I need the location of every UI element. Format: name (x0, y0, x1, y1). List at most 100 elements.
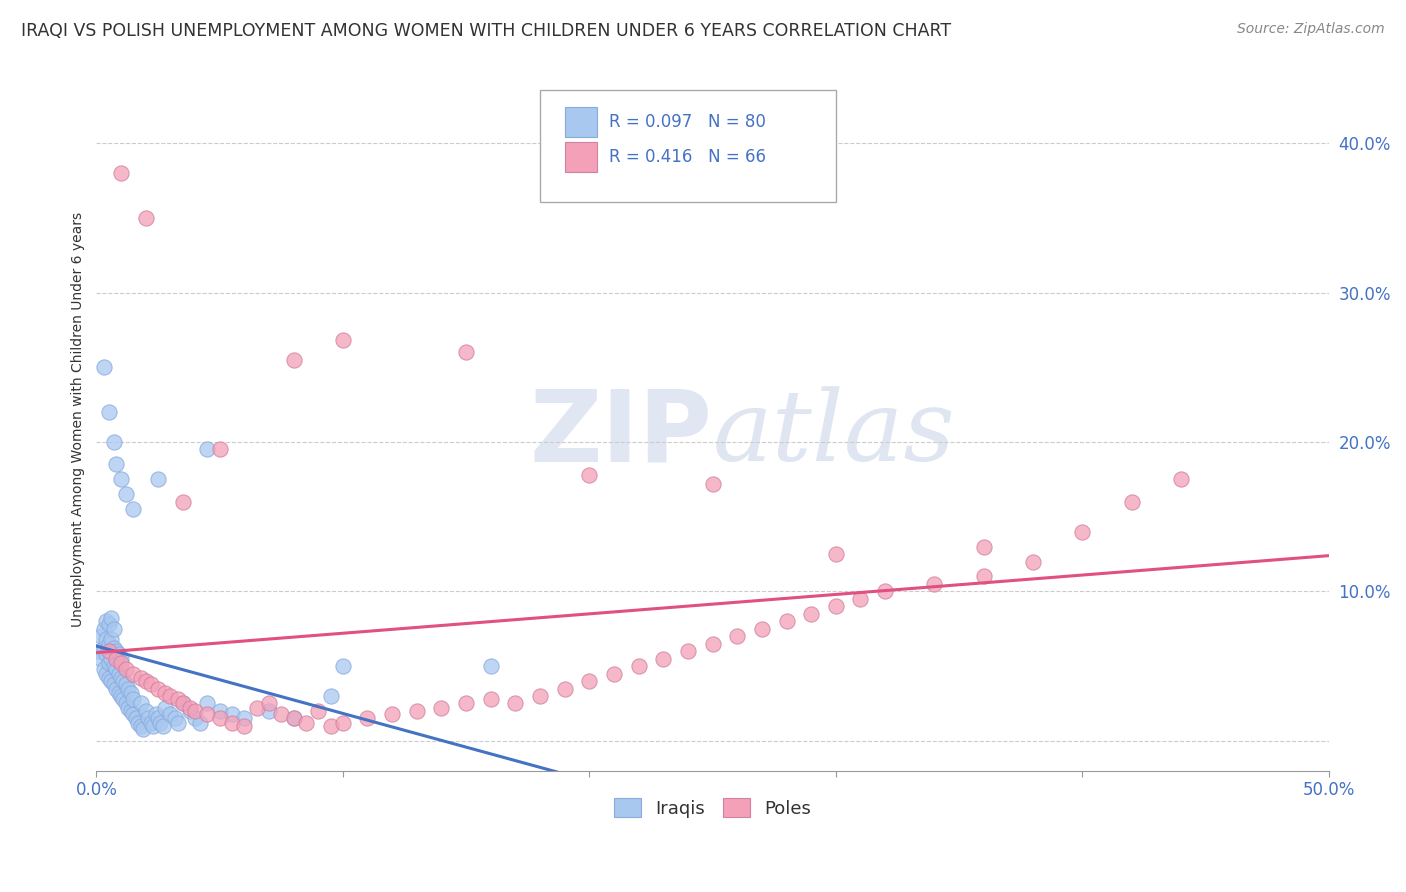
Point (115, 487, 138, 501)
Point (145, 706, 167, 721)
Point (578, 674, 600, 689)
Point (283, 352, 305, 367)
Point (122, 666, 145, 681)
Point (221, 706, 243, 721)
Point (1022, 555, 1045, 569)
Point (87, 644, 110, 658)
Point (135, 674, 157, 689)
Text: R = 0.097   N = 80: R = 0.097 N = 80 (609, 113, 766, 131)
Point (117, 681, 139, 696)
Point (973, 540, 995, 554)
Point (105, 458, 128, 472)
Point (135, 704, 157, 718)
Point (332, 715, 354, 730)
Point (146, 711, 169, 725)
Point (849, 591, 872, 606)
Point (430, 701, 453, 715)
Point (100, 611, 122, 625)
Point (172, 697, 194, 711)
Point (152, 719, 174, 733)
Point (100, 632, 122, 647)
Text: R = 0.416   N = 66: R = 0.416 N = 66 (609, 148, 766, 166)
Point (110, 689, 132, 703)
Point (973, 569, 995, 583)
Point (105, 644, 128, 658)
Point (166, 715, 188, 730)
Point (120, 704, 142, 718)
Point (179, 701, 201, 715)
Point (824, 599, 846, 614)
Point (800, 607, 823, 621)
Point (139, 677, 162, 691)
Point (257, 697, 280, 711)
Point (155, 701, 177, 715)
Point (97, 637, 120, 651)
Point (103, 677, 125, 691)
Point (136, 711, 159, 725)
Point (356, 711, 378, 725)
Text: Source: ZipAtlas.com: Source: ZipAtlas.com (1237, 22, 1385, 37)
Point (188, 715, 211, 730)
Point (120, 686, 142, 700)
Point (129, 697, 152, 711)
Point (172, 495, 194, 509)
Point (1170, 472, 1192, 486)
Point (775, 615, 797, 629)
Point (195, 442, 218, 457)
Point (93, 622, 115, 636)
Point (96, 632, 118, 647)
Point (195, 706, 218, 721)
Point (479, 692, 502, 706)
Point (155, 686, 177, 700)
Text: atlas: atlas (713, 386, 955, 482)
Point (924, 577, 946, 591)
Point (97, 656, 120, 670)
Point (132, 722, 155, 736)
Point (115, 697, 138, 711)
FancyBboxPatch shape (565, 107, 596, 136)
Point (529, 689, 551, 703)
Point (115, 677, 138, 691)
Point (257, 704, 280, 718)
Point (125, 711, 148, 725)
Point (179, 704, 201, 718)
Point (702, 476, 724, 491)
Point (578, 467, 600, 482)
Point (129, 719, 152, 733)
Point (105, 662, 128, 676)
Point (307, 704, 329, 718)
Point (100, 651, 122, 665)
Point (96, 647, 118, 661)
Point (1071, 524, 1094, 539)
Point (627, 659, 650, 673)
Point (479, 659, 502, 673)
Point (702, 637, 724, 651)
Point (405, 704, 427, 718)
Point (122, 502, 145, 516)
Point (105, 681, 128, 696)
Point (149, 715, 172, 730)
Point (221, 715, 243, 730)
Point (146, 681, 169, 696)
Point (184, 704, 207, 718)
Point (129, 671, 152, 685)
Point (110, 651, 132, 665)
Point (110, 656, 132, 670)
Point (454, 345, 477, 359)
Point (824, 547, 846, 561)
Point (103, 641, 125, 656)
Point (381, 706, 404, 721)
Point (184, 711, 207, 725)
Point (107, 647, 129, 661)
Point (103, 435, 125, 450)
Point (122, 692, 145, 706)
Point (115, 662, 138, 676)
Point (1121, 495, 1143, 509)
Point (454, 697, 477, 711)
Point (96, 615, 118, 629)
Point (105, 651, 128, 665)
Point (117, 701, 139, 715)
Point (332, 659, 354, 673)
Point (93, 641, 115, 656)
Point (166, 692, 188, 706)
